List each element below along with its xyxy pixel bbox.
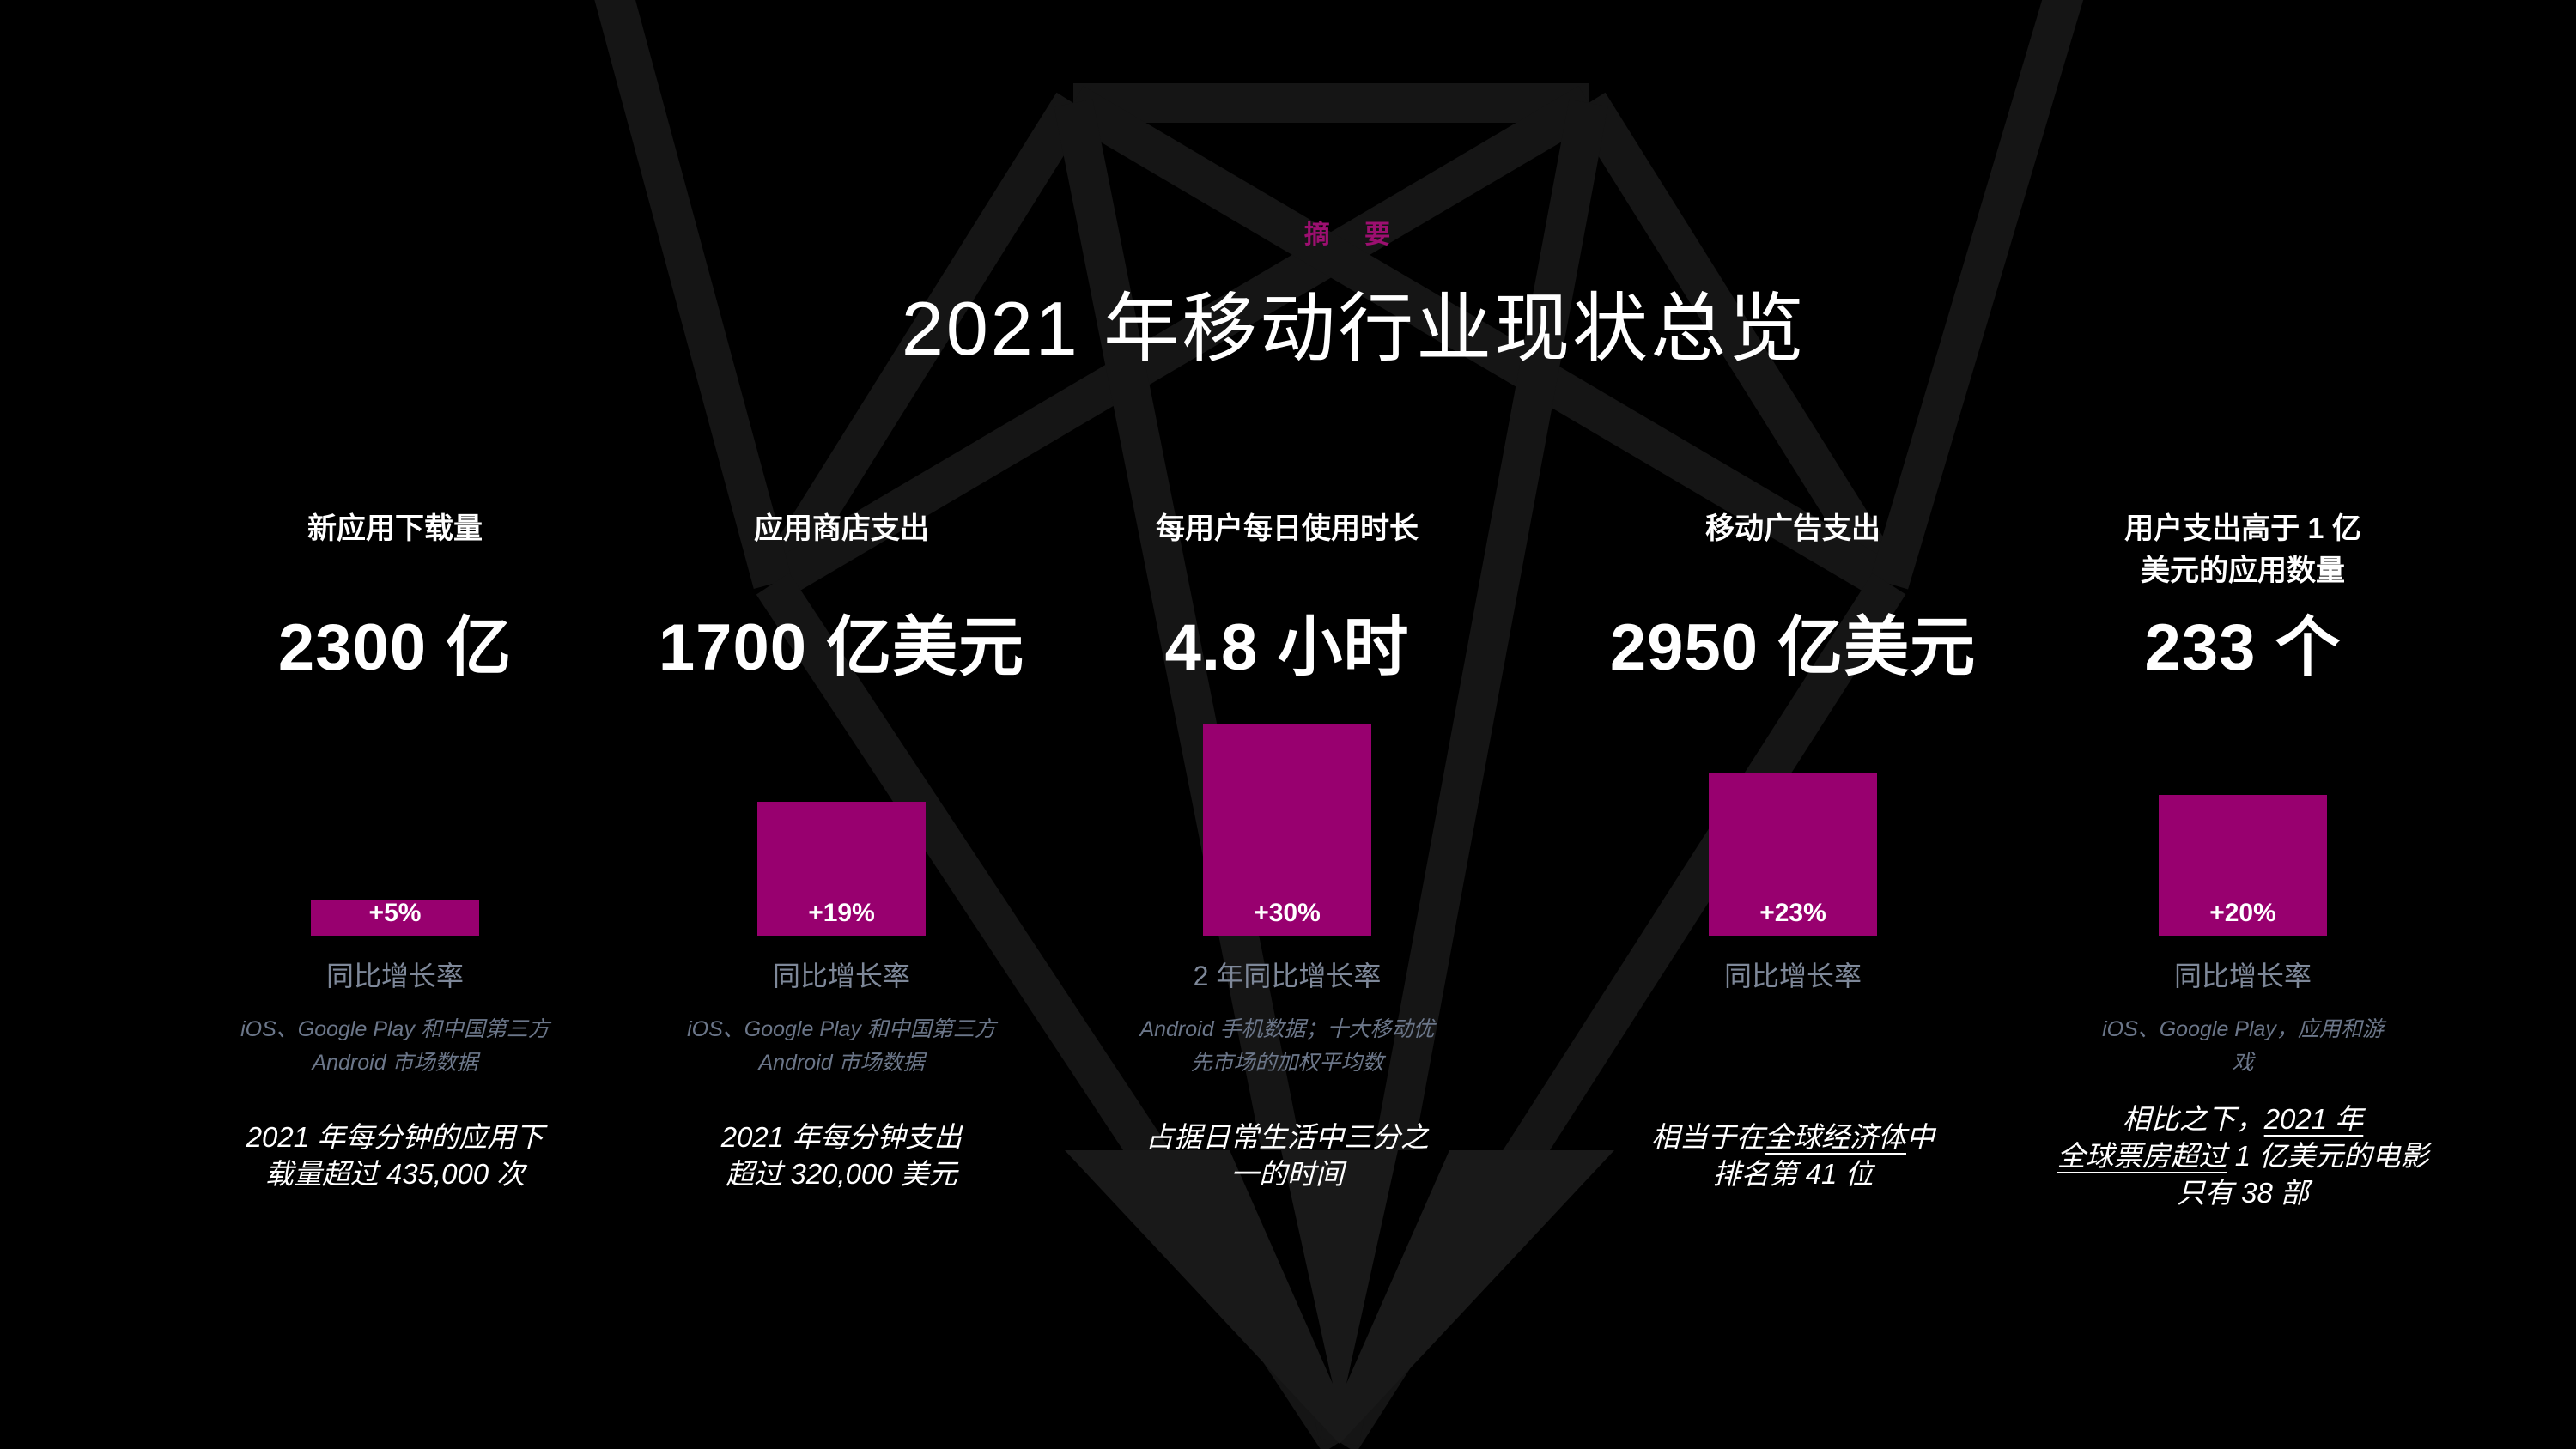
growth-bar: +30% [1203,724,1371,936]
source-note-line: iOS、Google Play 和中国第三方 [687,1017,996,1041]
growth-caption: 2 年同比增长率 [1193,961,1382,991]
source-note: iOS、Google Play，应用和游戏 [1968,1013,2518,1080]
callout-segment: 2021 年每分钟支出 [720,1121,963,1153]
growth-bar-label: +19% [808,899,875,927]
callout-line: 占据日常生活中三分之 [1012,1119,1562,1155]
callout-line: 排名第 41 位 [1518,1155,2068,1192]
metric-header-line: 每用户每日使用时长 [1156,512,1419,545]
metric-column: 新应用下载量 2300 亿 +5% 同比增长率 iOS、Google Play 和中国第… [120,0,670,1449]
metric-header-line: 移动广告支出 [1705,512,1880,545]
growth-bar-label: +5% [368,899,422,927]
callout-line: 相比之下，2021 年 [1968,1100,2518,1137]
growth-caption: 同比增长率 [772,961,910,991]
callout-line: 载量超过 435,000 次 [120,1155,670,1192]
callout-line: 相当于在全球经济体中 [1518,1119,2068,1155]
callout-line: 超过 320,000 美元 [567,1155,1116,1192]
source-note-line: Android 市场数据 [312,1051,478,1075]
growth-bar: +19% [757,802,926,936]
source-note-line: Android 手机数据；十大移动优 [1139,1017,1435,1041]
metric-value: 2950 亿美元 [1609,611,1977,684]
growth-bar-label: +20% [2209,899,2276,927]
callout-underlined-segment: 全球经济体 [1765,1121,1906,1153]
source-note-line: 戏 [2232,1051,2254,1075]
metric-column: 移动广告支出 2950 亿美元 +23% 同比增长率相当于在全球经济体中 排名第 41 … [1518,0,2068,1449]
callout-underlined-segment: 全球票房超过 [2057,1140,2227,1172]
growth-bar: +5% [311,899,479,936]
growth-caption: 同比增长率 [325,961,464,991]
growth-bar-label: +23% [1759,899,1826,927]
metric-header-line: 新应用下载量 [307,512,483,545]
callout-segment: 相当于在 [1651,1121,1765,1153]
callout-line: 只有 38 部 [1968,1174,2518,1211]
source-note: iOS、Google Play 和中国第三方 Android 市场数据 [120,1013,670,1080]
metric-column: 应用商店支出 1700 亿美元 +19% 同比增长率 iOS、Google Play 和… [567,0,1116,1449]
metric-header: 移动广告支出 [1518,508,2068,550]
callout-line: 2021 年每分钟的应用下 [120,1119,670,1155]
metric-header: 每用户每日使用时长 [1012,508,1562,550]
callout-segment: 只有 38 部 [2176,1177,2310,1209]
metric-column: 每用户每日使用时长 4.8 小时 +30% 2 年同比增长率 Android 手机数据；… [1012,0,1562,1449]
callout-segment: 一的时间 [1230,1158,1344,1190]
callout-segment: 中 [1906,1121,1935,1153]
source-note-line: iOS、Google Play，应用和游 [2102,1017,2384,1041]
source-note: Android 手机数据；十大移动优 先市场的加权平均数 [1012,1013,1562,1080]
metric-header-line: 美元的应用数量 [2141,555,2345,587]
callout-text: 2021 年每分钟支出 超过 320,000 美元 [567,1119,1116,1192]
source-note-line: 先市场的加权平均数 [1190,1051,1384,1075]
metric-value: 2300 亿 [277,611,513,684]
callout-segment: 1 亿美元的电影 [2227,1140,2429,1172]
metric-header-line: 应用商店支出 [754,512,929,545]
metric-header-line: 用户支出高于 1 亿 [2124,512,2361,545]
callout-segment: 相比之下， [2122,1103,2264,1135]
callout-text: 2021 年每分钟的应用下 载量超过 435,000 次 [120,1119,670,1192]
callout-line: 一的时间 [1012,1155,1562,1192]
growth-caption: 同比增长率 [1723,961,1862,991]
callout-line: 2021 年每分钟支出 [567,1119,1116,1155]
source-note: iOS、Google Play 和中国第三方 Android 市场数据 [567,1013,1116,1080]
source-note-line: Android 市场数据 [758,1051,925,1075]
callout-text: 相当于在全球经济体中 排名第 41 位 [1518,1119,2068,1192]
growth-bar-label: +30% [1254,899,1321,927]
metric-column: 用户支出高于 1 亿美元的应用数量 233 个 +20% 同比增长率 iOS、Googl… [1968,0,2518,1449]
callout-segment: 2021 年每分钟的应用下 [246,1121,544,1153]
metric-header: 应用商店支出 [567,508,1116,550]
callout-segment: 载量超过 435,000 次 [264,1158,526,1190]
callout-underlined-segment: 2021 年 [2263,1103,2364,1135]
growth-bar: +20% [2159,795,2327,936]
metric-value: 1700 亿美元 [658,611,1025,684]
callout-segment: 占据日常生活中三分之 [1145,1121,1429,1153]
growth-caption: 同比增长率 [2173,961,2312,991]
callout-segment: 超过 320,000 美元 [726,1158,957,1190]
callout-text: 占据日常生活中三分之 一的时间 [1012,1119,1562,1192]
callout-line: 全球票房超过 1 亿美元的电影 [1968,1137,2518,1174]
metric-header: 新应用下载量 [120,508,670,550]
page-title: 2021 年移动行业现状总览 [901,286,1807,371]
metric-value: 4.8 小时 [1164,611,1410,684]
source-note-line: iOS、Google Play 和中国第三方 [240,1017,550,1041]
callout-text: 相比之下，2021 年全球票房超过 1 亿美元的电影 只有 38 部 [1968,1100,2518,1211]
metric-value: 233 个 [2144,611,2342,684]
section-kicker: 摘 要 [1303,221,1405,249]
metric-header: 用户支出高于 1 亿美元的应用数量 [1968,508,2518,592]
growth-bar: +23% [1709,773,1877,936]
callout-segment: 排名第 41 位 [1712,1158,1874,1190]
